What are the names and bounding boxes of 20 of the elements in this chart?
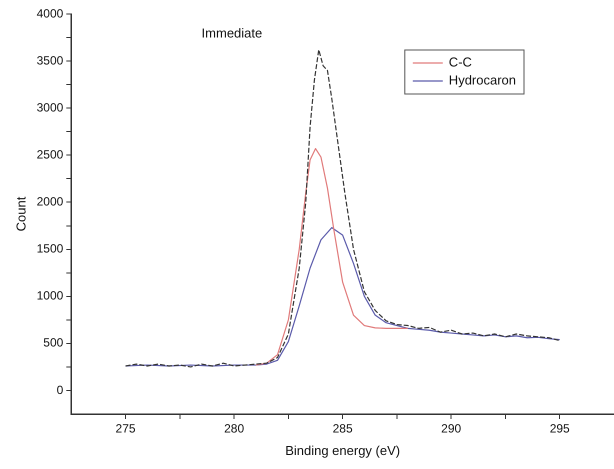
y-tick-label: 2500 (36, 147, 64, 162)
y-tick-label: 0 (56, 382, 64, 397)
y-tick-label: 3000 (36, 100, 64, 114)
y-tick-label: 4000 (36, 6, 64, 20)
y-tick-label: 3500 (36, 53, 64, 68)
y-tick-label: 1000 (36, 288, 64, 303)
legend-label: Hydrocaron (448, 72, 516, 88)
y-tick-label: 2000 (36, 194, 64, 209)
x-axis-title: Binding energy (eV) (285, 442, 400, 458)
y-tick-label: 1500 (36, 242, 64, 256)
line-series (124, 49, 560, 368)
x-tick-label: 295 (550, 422, 570, 436)
x-tick-label: 280 (224, 422, 244, 436)
y-tick-label: 500 (43, 336, 64, 350)
legend-label: C-C (448, 54, 472, 70)
x-tick-label: 290 (441, 422, 462, 436)
y-axis-title: Count (13, 196, 28, 232)
x-tick-label: 285 (332, 422, 353, 436)
x-tick-label: 275 (116, 422, 136, 436)
annotation: Immediate (202, 26, 262, 41)
